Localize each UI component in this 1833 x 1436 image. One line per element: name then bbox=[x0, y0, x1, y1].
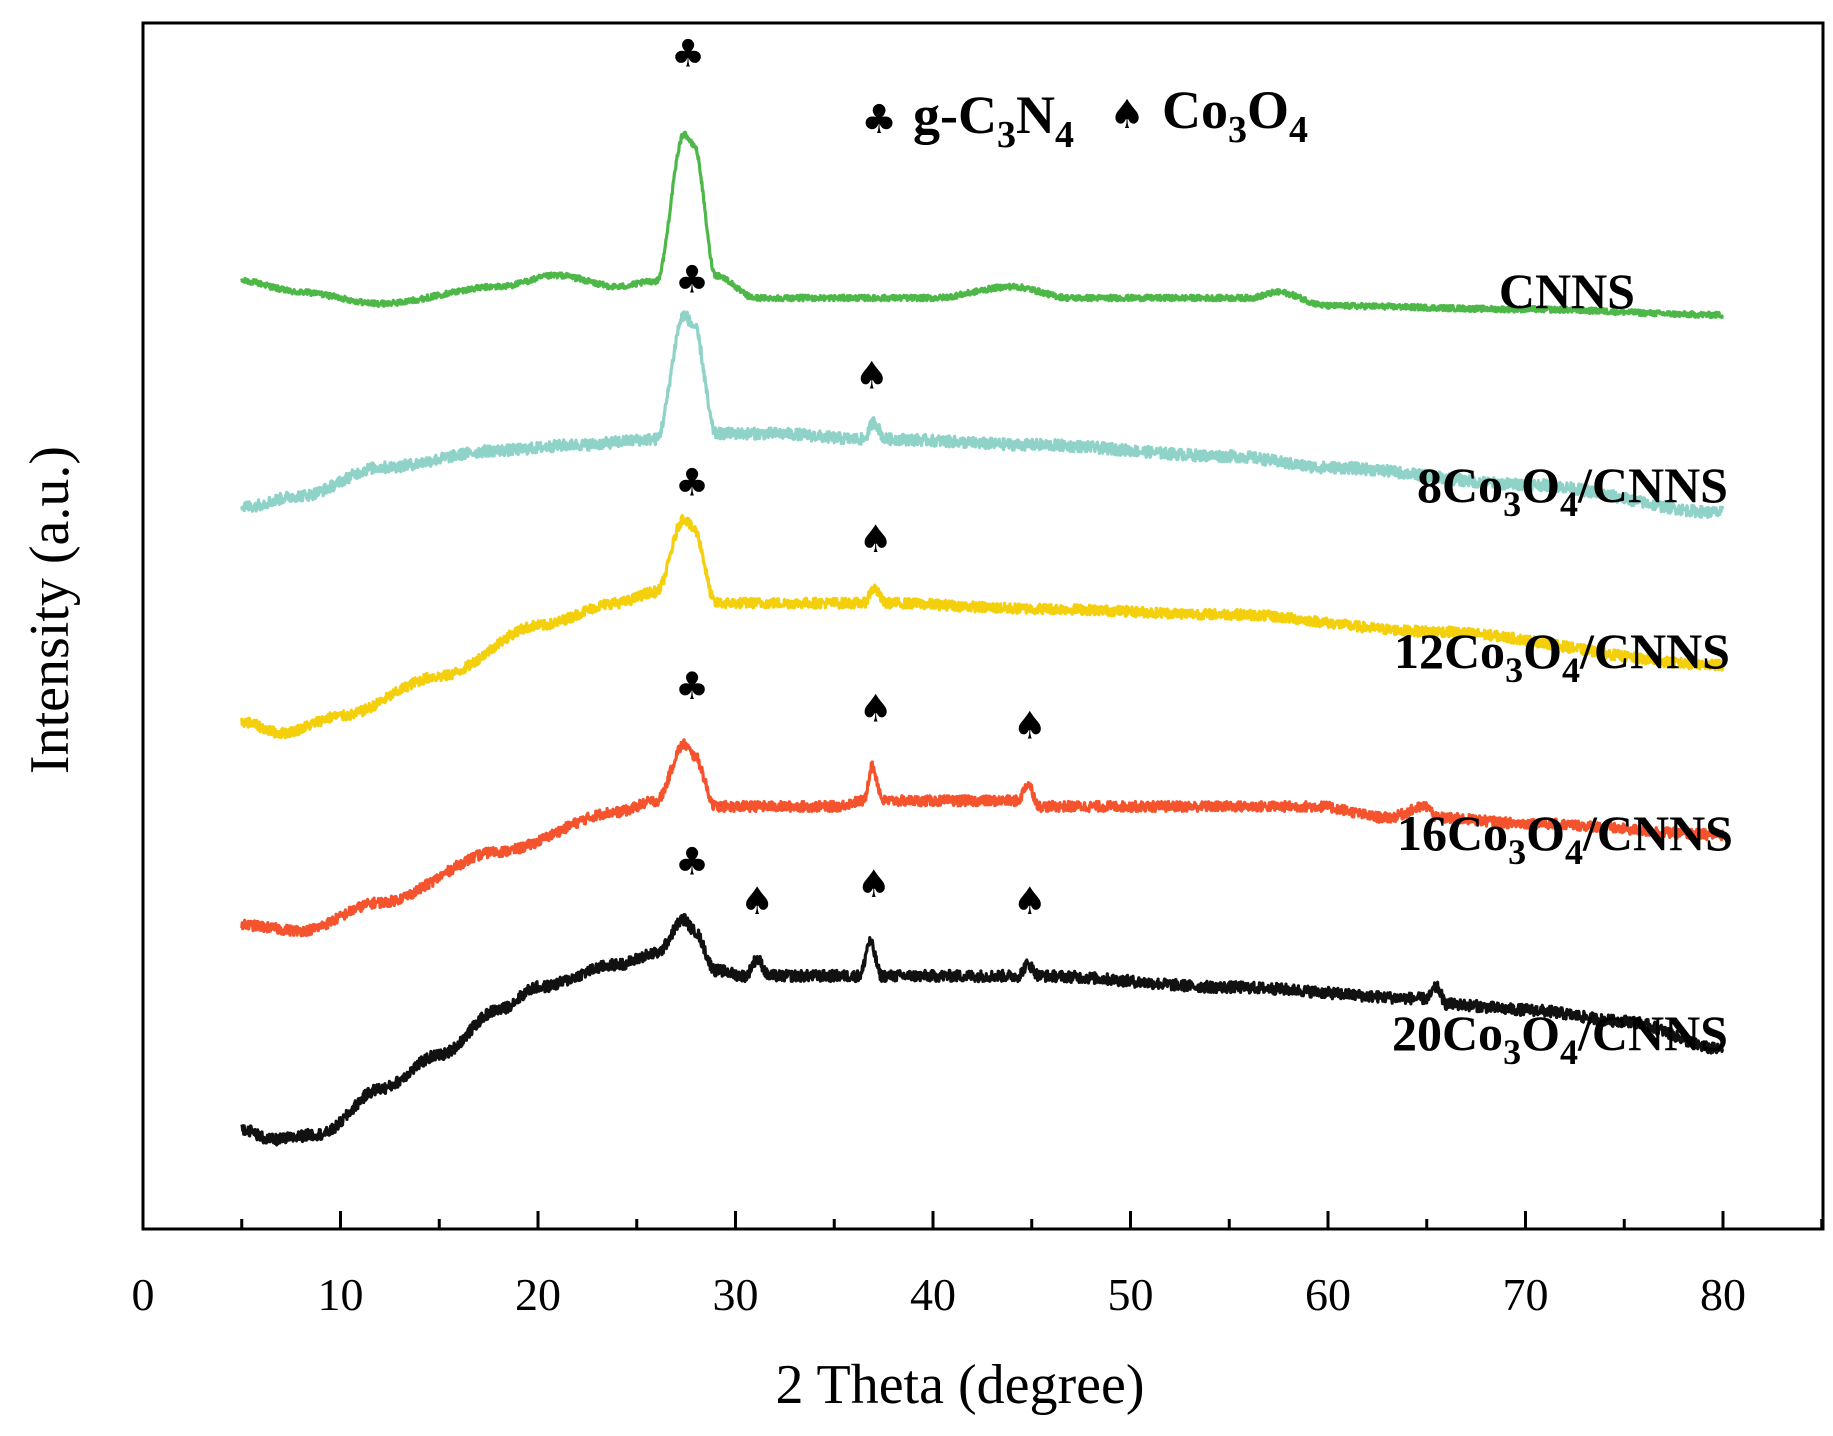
x-axis-title: 2 Theta (degree) bbox=[776, 1354, 1145, 1416]
series-line bbox=[240, 130, 1725, 320]
series-label: 12Co3O4/CNNS bbox=[1394, 623, 1730, 690]
x-tick-label: 80 bbox=[1700, 1269, 1746, 1320]
club-marker-icon: ♣ bbox=[675, 664, 709, 708]
legend-entry-co3o4: Co3O4 bbox=[1162, 80, 1308, 151]
spade-marker-icon: ♠ bbox=[740, 879, 774, 923]
legend-club-icon: ♣ bbox=[861, 97, 897, 143]
series-labels: CNNS 8Co3O4/CNNS 12Co3O4/CNNS 16Co3O4/CNNS 2… bbox=[1392, 263, 1733, 1072]
x-tick-label: 60 bbox=[1305, 1269, 1351, 1320]
spade-marker-icon: ♠ bbox=[859, 687, 893, 731]
peak-markers: ♣ ♣ ♠ ♣ ♠ ♣ ♠ ♠ ♣ ♠ ♠ ♠ bbox=[671, 31, 1047, 923]
club-marker-icon: ♣ bbox=[671, 31, 705, 75]
spade-marker-icon: ♠ bbox=[1013, 879, 1047, 923]
spade-marker-icon: ♠ bbox=[859, 517, 893, 561]
x-tick-label: 70 bbox=[1503, 1269, 1549, 1320]
series-layer bbox=[240, 130, 1725, 1147]
series-line bbox=[240, 913, 1725, 1147]
series-label: 20Co3O4/CNNS bbox=[1392, 1005, 1728, 1072]
club-marker-icon: ♣ bbox=[675, 461, 709, 505]
spade-marker-icon: ♠ bbox=[857, 862, 891, 906]
x-tick-label: 10 bbox=[318, 1269, 364, 1320]
club-marker-icon: ♣ bbox=[675, 839, 709, 883]
club-marker-icon: ♣ bbox=[675, 257, 709, 301]
series-line bbox=[240, 310, 1725, 519]
series-label: 8Co3O4/CNNS bbox=[1417, 457, 1728, 524]
x-tick-label: 20 bbox=[515, 1269, 561, 1320]
x-tick-label: 40 bbox=[910, 1269, 956, 1320]
spade-marker-icon: ♠ bbox=[855, 353, 889, 397]
series-line bbox=[240, 514, 1725, 740]
x-axis: 0 10 20 30 40 50 60 70 80 bbox=[132, 1211, 1824, 1320]
legend-entry-g-c3n4: g-C3N4 bbox=[913, 85, 1074, 156]
y-axis-title: Intensity (a.u.) bbox=[19, 446, 81, 774]
series-line bbox=[240, 738, 1725, 938]
legend: ♣ g-C3N4 ♠ Co3O4 bbox=[861, 80, 1308, 156]
series-label: 16Co3O4/CNNS bbox=[1397, 805, 1733, 872]
legend-spade-icon: ♠ bbox=[1109, 92, 1145, 138]
plot-frame bbox=[141, 21, 1825, 1231]
spade-marker-icon: ♠ bbox=[1013, 704, 1047, 748]
x-tick-label: 50 bbox=[1108, 1269, 1154, 1320]
x-tick-label: 0 bbox=[132, 1269, 155, 1320]
series-label: CNNS bbox=[1499, 263, 1635, 319]
x-tick-label: 30 bbox=[713, 1269, 759, 1320]
